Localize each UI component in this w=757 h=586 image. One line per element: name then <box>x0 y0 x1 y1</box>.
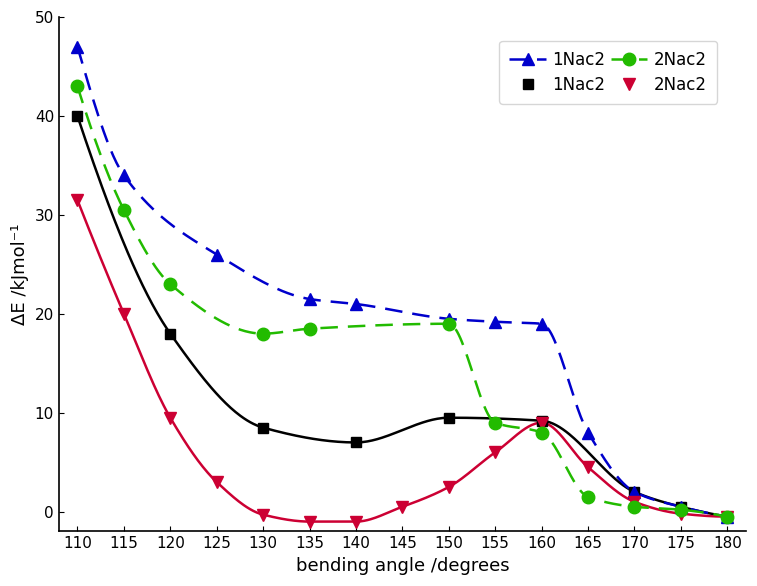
Y-axis label: ΔE /kJmol⁻¹: ΔE /kJmol⁻¹ <box>11 223 29 325</box>
Legend: 1Nac2, 1Nac2, 2Nac2, 2Nac2: 1Nac2, 1Nac2, 2Nac2, 2Nac2 <box>500 41 717 104</box>
X-axis label: bending angle /degrees: bending angle /degrees <box>295 557 509 575</box>
